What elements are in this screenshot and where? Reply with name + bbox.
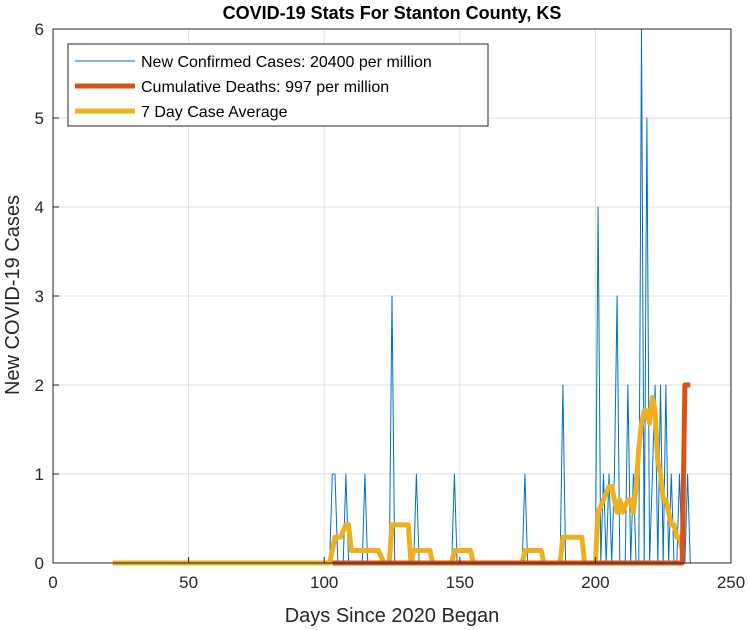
x-tick-label: 250 [717, 573, 745, 592]
x-axis: 0 50 100 150 200 250 [48, 557, 745, 592]
x-tick-label: 0 [48, 573, 57, 592]
x-tick-label: 100 [310, 573, 338, 592]
y-tick-label: 0 [35, 554, 44, 573]
y-tick-label: 2 [35, 376, 44, 395]
series-7day-average-line [112, 395, 685, 566]
x-tick-label: 50 [179, 573, 198, 592]
y-tick-label: 3 [35, 287, 44, 306]
y-axis: 0 1 2 3 4 5 6 [35, 20, 59, 573]
legend-label: 7 Day Case Average [141, 104, 288, 121]
legend-box [67, 43, 489, 127]
y-tick-label: 5 [35, 109, 44, 128]
x-axis-label: Days Since 2020 Began [285, 605, 500, 627]
y-tick-label: 4 [35, 198, 44, 217]
y-tick-label: 6 [35, 20, 44, 39]
y-axis-label: New COVID-19 Cases [2, 195, 24, 395]
legend: New Confirmed Cases: 20400 per million Cu… [67, 43, 489, 127]
legend-label: Cumulative Deaths: 997 per million [141, 79, 389, 96]
x-tick-label: 200 [581, 573, 609, 592]
x-tick-label: 150 [446, 573, 474, 592]
chart-title: COVID-19 Stats For Stanton County, KS [223, 3, 562, 23]
y-tick-label: 1 [35, 465, 44, 484]
legend-label: New Confirmed Cases: 20400 per million [141, 54, 432, 71]
